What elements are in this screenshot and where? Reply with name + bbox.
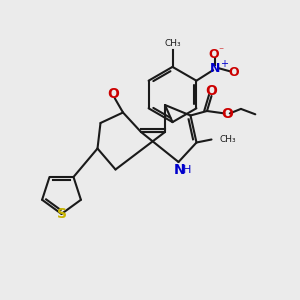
Text: ⁻: ⁻	[219, 46, 224, 57]
Text: H: H	[183, 165, 191, 176]
Text: O: O	[228, 66, 238, 79]
Text: N: N	[210, 61, 220, 75]
Text: CH₃: CH₃	[220, 135, 236, 144]
Text: +: +	[220, 58, 228, 69]
Text: CH₃: CH₃	[164, 39, 181, 48]
Text: N: N	[173, 164, 185, 177]
Text: S: S	[57, 208, 67, 221]
Text: O: O	[107, 87, 119, 101]
Text: O: O	[206, 84, 218, 98]
Text: O: O	[221, 107, 233, 121]
Text: O: O	[208, 48, 219, 61]
